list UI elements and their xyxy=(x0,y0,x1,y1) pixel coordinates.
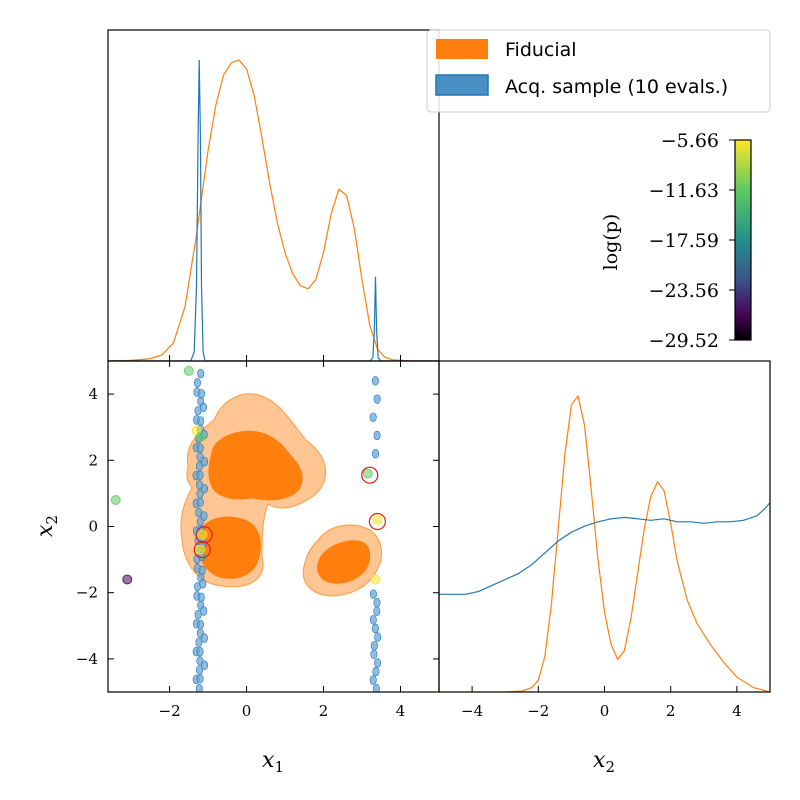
acq-point xyxy=(122,574,133,585)
acq-sample-blob xyxy=(196,470,204,480)
legend-swatch-fiducial xyxy=(436,39,488,59)
acq-sample-blob xyxy=(372,448,380,459)
acq-sample-blob xyxy=(201,456,209,467)
acq-sample-blob xyxy=(198,565,206,575)
acq-sample-blob xyxy=(373,606,381,616)
x2-tick-label: 2 xyxy=(88,451,98,469)
legend-swatch-acq xyxy=(435,74,489,96)
highlight-ring xyxy=(361,466,379,484)
acq-sample-blob xyxy=(369,615,377,625)
acq-sample-blob xyxy=(374,658,382,668)
x1-axis-label: x1 xyxy=(262,748,284,776)
acq-sample-blob xyxy=(195,637,203,648)
colorbar-tick-label: −11.63 xyxy=(649,180,719,202)
acq-point xyxy=(370,574,381,585)
colorbar-tick-label: −5.66 xyxy=(661,130,719,152)
acq-sample-blob xyxy=(374,632,382,642)
marginal-x2-tick-label: 0 xyxy=(600,702,610,720)
legend: Fiducial Acq. sample (10 evals.) xyxy=(426,29,771,113)
legend-box xyxy=(426,29,771,113)
x2-tick-label: 4 xyxy=(88,385,98,403)
legend-label-fiducial: Fiducial xyxy=(505,39,577,61)
highlight-ring xyxy=(193,541,211,559)
marginal-x1-frame xyxy=(107,29,440,362)
marginal-x2-panel: −4 −2 0 2 4 xyxy=(438,360,771,720)
acq-sample-blob xyxy=(372,683,380,692)
x2-tick-label: −4 xyxy=(76,650,98,668)
marginal-x1-panel xyxy=(107,29,440,362)
colorbar-tick-label: −17.59 xyxy=(649,230,719,252)
x1-tick-label: −2 xyxy=(159,702,181,720)
colorbar-tick-label: −29.52 xyxy=(649,330,719,352)
marginal-x2-series-fiducial-line xyxy=(439,394,770,692)
acq-sample-blob xyxy=(193,378,201,388)
marginal-x2-tick-label: −2 xyxy=(527,702,549,720)
acq-sample-blob xyxy=(196,646,204,657)
acq-sample-blob xyxy=(198,389,206,399)
x2-axis-label: x2 xyxy=(593,748,615,776)
marginal-x1-series-acq-line xyxy=(108,59,439,361)
acq-sample-blob xyxy=(196,497,204,508)
acq-sample-blob xyxy=(373,430,381,441)
acq-sample-blob xyxy=(197,592,205,603)
acq-point xyxy=(197,529,208,540)
acq-sample-blob xyxy=(373,597,381,608)
acq-point xyxy=(195,432,206,443)
acq-sample-blob xyxy=(199,402,207,413)
x2-y-axis-label: x2 xyxy=(33,515,61,537)
acq-point xyxy=(183,365,194,376)
acq-sample-blob xyxy=(197,368,205,379)
acq-sample-blob xyxy=(369,589,377,599)
x2-tick-label: −2 xyxy=(76,584,98,602)
highlight-ring xyxy=(368,512,387,531)
marginal-x2-tick-label: 4 xyxy=(732,702,742,720)
acq-sample-blob xyxy=(370,640,378,651)
acq-point xyxy=(372,514,383,525)
acq-sample-blob xyxy=(197,416,205,426)
acq-sample-blob xyxy=(370,649,378,659)
acq-sample-blob xyxy=(201,660,209,670)
acq-sample-blob xyxy=(369,675,377,685)
x1-tick-label: 0 xyxy=(242,702,252,720)
acq-sample-blob xyxy=(372,666,380,677)
colorbar-gradient xyxy=(734,139,752,341)
marginal-x2-frame xyxy=(438,360,771,693)
marginal-x2-series-acq-line xyxy=(439,502,770,595)
legend-label-acq: Acq. sample (10 evals.) xyxy=(505,76,728,98)
joint-panel: −2 0 2 4 −4 −2 0 2 4 xyxy=(76,360,440,720)
acq-sample-blob xyxy=(197,619,205,630)
acq-sample-blob xyxy=(371,376,379,386)
acq-sample-blob xyxy=(201,484,209,494)
marginal-x2-tick-label: 2 xyxy=(666,702,676,720)
acq-sample-blob xyxy=(196,674,204,684)
x2-tick-label: 0 xyxy=(88,518,98,536)
x1-tick-label: 2 xyxy=(319,702,329,720)
acq-sample-blob xyxy=(371,623,379,634)
acq-point xyxy=(362,468,373,479)
colorbar-label: log(p) xyxy=(600,214,622,271)
highlight-ring xyxy=(195,526,213,544)
acq-sample-blob xyxy=(373,394,381,404)
acq-point xyxy=(195,544,206,555)
acq-sample-blob xyxy=(199,579,207,589)
acq-sample-blob xyxy=(200,606,208,616)
acq-point xyxy=(110,495,121,506)
colorbar: −5.66 −11.63 −17.59 −23.56 −29.52 log(p) xyxy=(600,130,752,352)
acq-sample-blob xyxy=(200,633,208,643)
marginal-x1-series-fiducial-line xyxy=(108,59,439,361)
acq-sample-blob xyxy=(196,443,204,453)
acq-sample-blob xyxy=(369,412,377,422)
marginal-x2-tick-label: −4 xyxy=(461,702,483,720)
colorbar-tick-label: −23.56 xyxy=(649,280,719,302)
x1-tick-label: 4 xyxy=(396,702,406,720)
acq-sample-blob xyxy=(195,683,203,692)
acq-sample-blob xyxy=(200,511,208,521)
